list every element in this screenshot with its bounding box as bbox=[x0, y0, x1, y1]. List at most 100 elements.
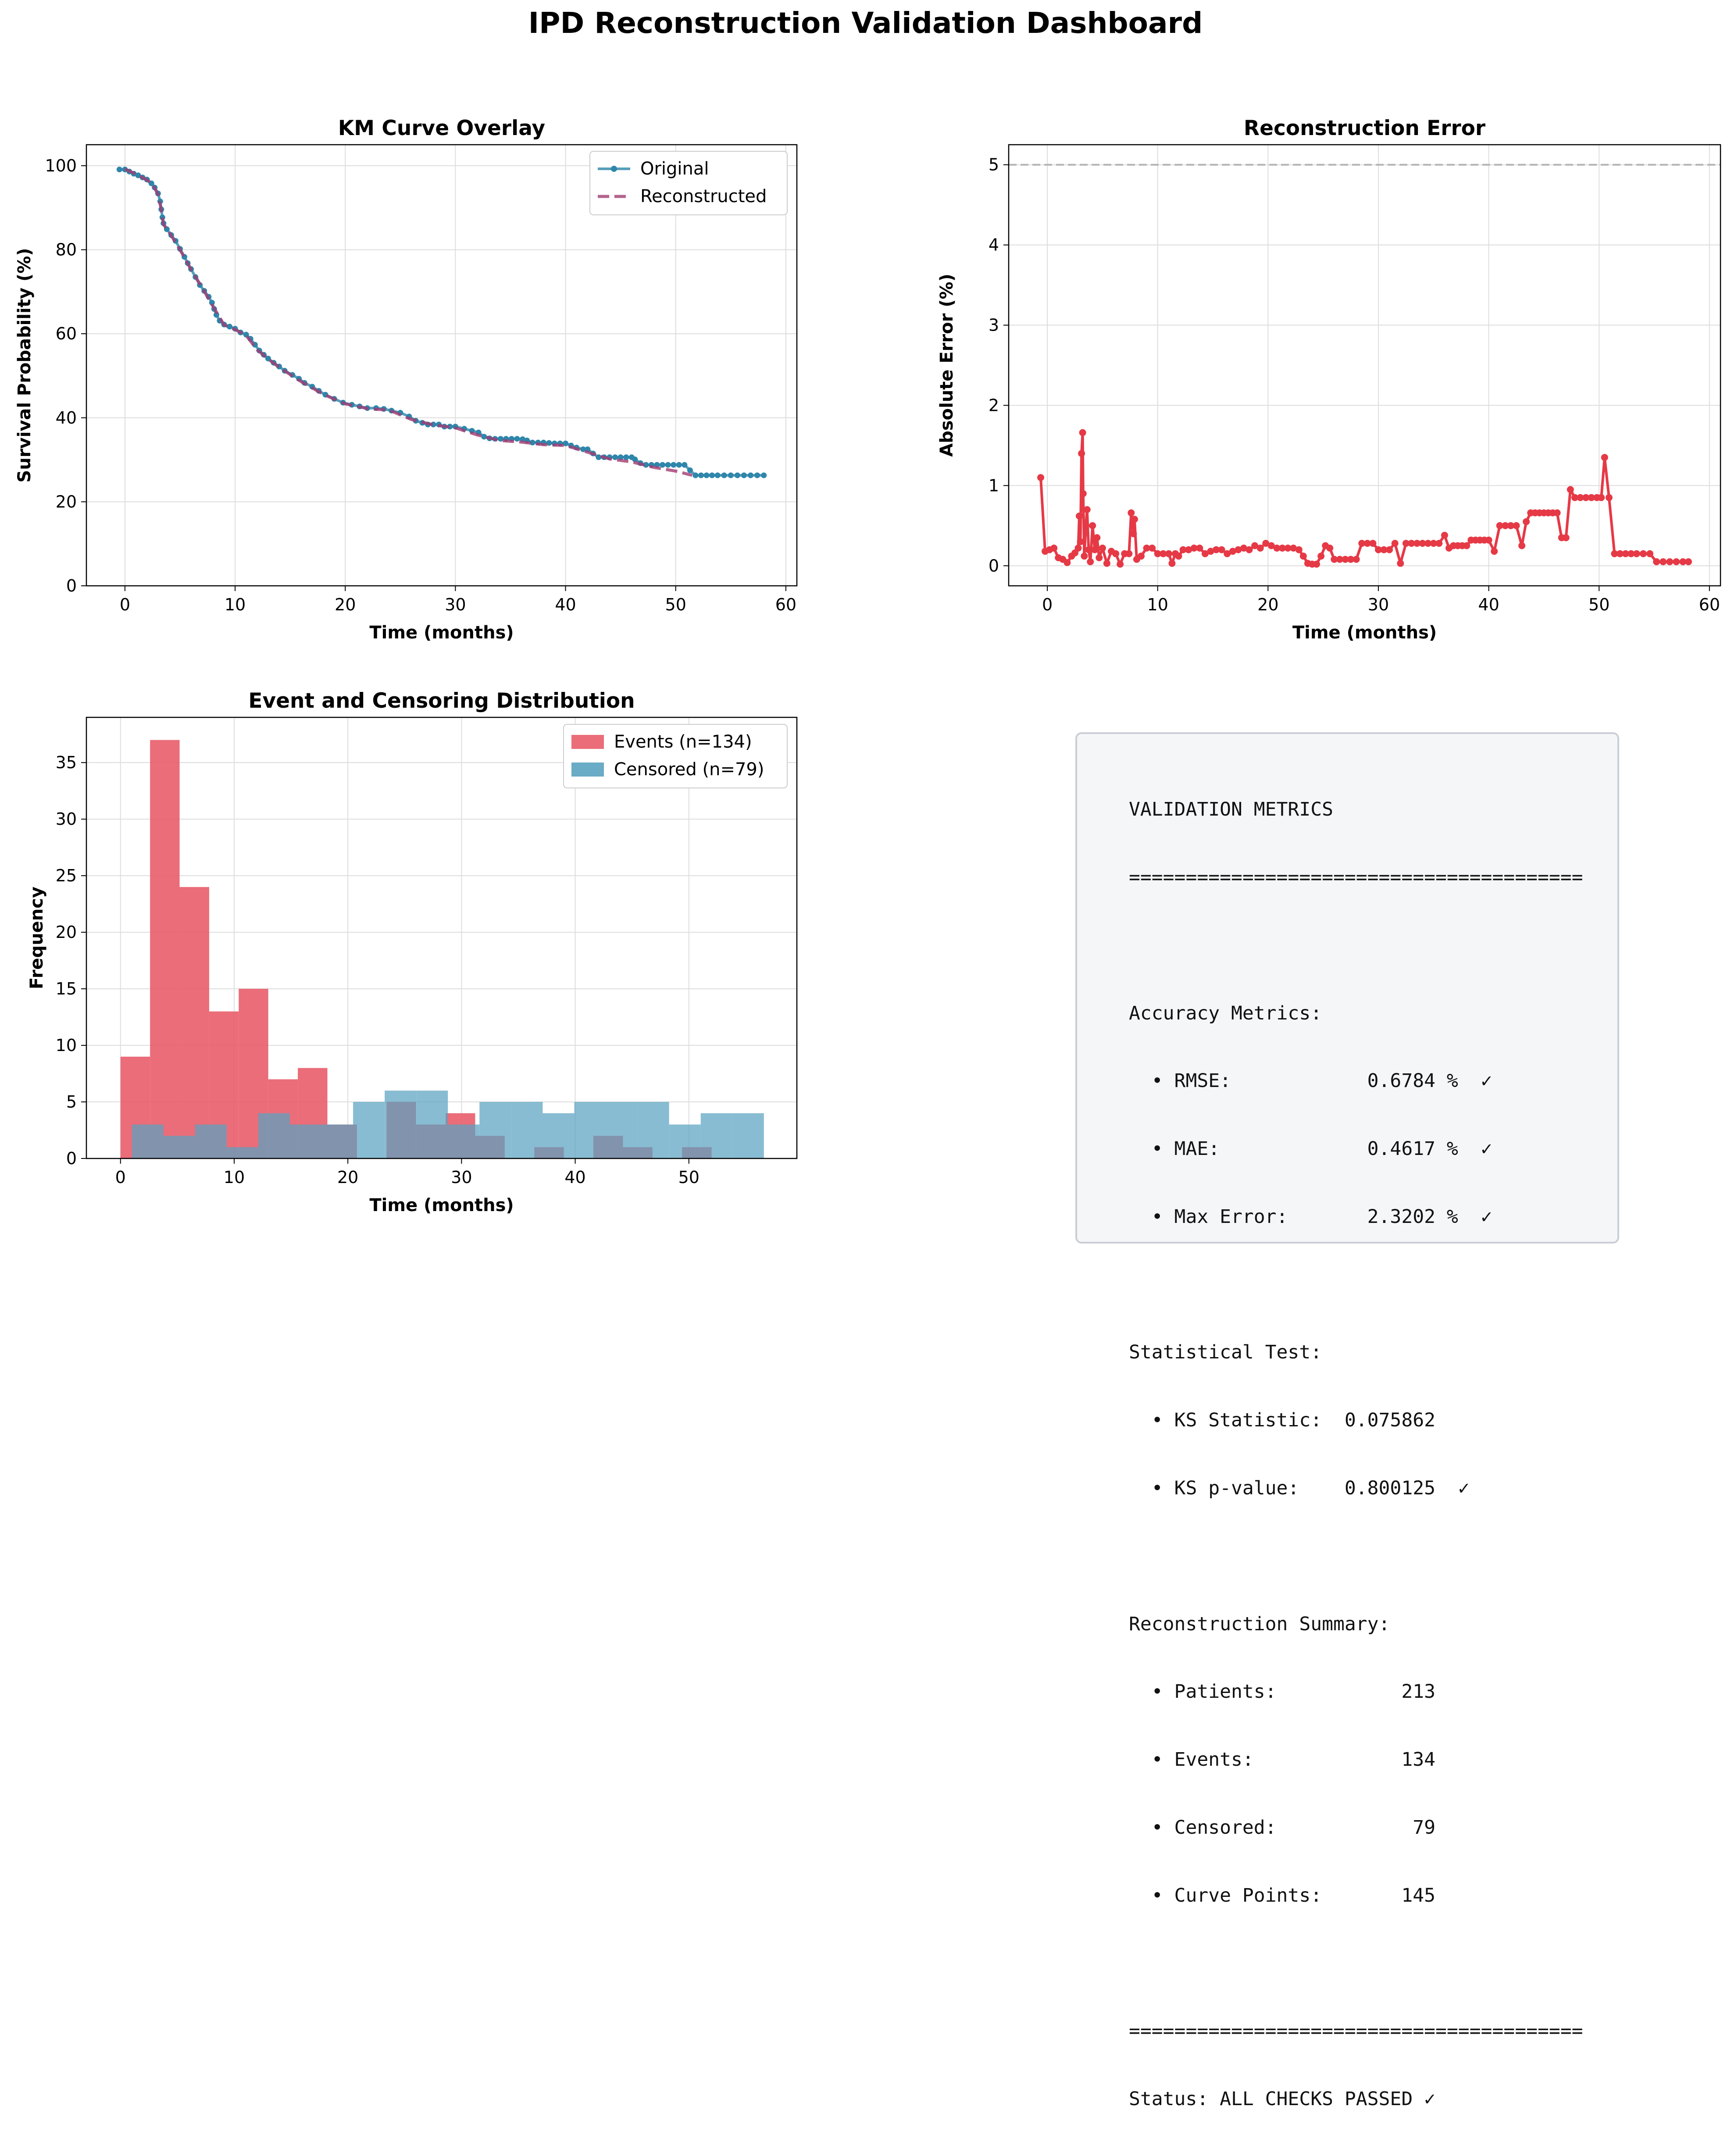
original-series-point bbox=[682, 462, 688, 468]
error-series-point bbox=[1577, 494, 1584, 501]
original-series-point bbox=[709, 472, 715, 478]
y-tick-label: 80 bbox=[56, 240, 77, 260]
error-series-point bbox=[1685, 558, 1692, 566]
error-series-point bbox=[1273, 545, 1281, 552]
error-series-point bbox=[1112, 550, 1120, 557]
error-series-point bbox=[1096, 554, 1103, 561]
x-tick-label: 10 bbox=[225, 595, 246, 614]
error-series-point bbox=[1463, 542, 1470, 549]
metrics-line: Statistical Test: bbox=[1129, 1341, 1322, 1364]
y-tick-label: 3 bbox=[989, 316, 999, 335]
error-series-point bbox=[1491, 548, 1498, 555]
metrics-line: Status: ALL CHECKS PASSED ✓ bbox=[1129, 2088, 1435, 2110]
metrics-line: ======================================== bbox=[1129, 866, 1583, 888]
error-series-point bbox=[1430, 540, 1437, 547]
error-series-points bbox=[1037, 429, 1692, 568]
error-series-point bbox=[1131, 516, 1138, 523]
error-series-point bbox=[1076, 512, 1083, 520]
error-series-point bbox=[1513, 522, 1520, 529]
censored-bar bbox=[542, 1113, 575, 1158]
metrics-line: VALIDATION METRICS bbox=[1129, 798, 1333, 821]
error-series-point bbox=[1079, 429, 1086, 436]
y-tick-label: 4 bbox=[989, 235, 999, 255]
x-tick-label: 20 bbox=[337, 1168, 358, 1187]
y-tick-label: 0 bbox=[66, 576, 77, 595]
original-series-point bbox=[761, 472, 767, 478]
y-tick-label: 5 bbox=[989, 155, 999, 175]
error-series-point bbox=[1424, 540, 1432, 547]
error-series-point bbox=[1336, 556, 1343, 563]
legend-frame bbox=[589, 151, 788, 215]
censored-bar bbox=[385, 1090, 417, 1158]
error-series-point bbox=[1213, 546, 1220, 553]
error-series-point bbox=[1262, 540, 1270, 547]
chart-title: Reconstruction Error bbox=[1244, 116, 1486, 140]
error-series-point bbox=[1363, 540, 1371, 547]
events-bar bbox=[150, 740, 180, 1158]
error-series-point bbox=[1290, 545, 1297, 552]
original-series-point bbox=[612, 454, 618, 460]
original-series-point bbox=[265, 356, 271, 362]
reconstruction-error-chart: 0 10 20 30 40 50 60 0 1 2 3 4 5 Reconstruction Error T… bbox=[937, 116, 1721, 643]
original-series-point bbox=[481, 434, 487, 440]
error-series-point bbox=[1413, 540, 1420, 547]
error-series-point bbox=[1218, 546, 1225, 553]
x-tick-label: 10 bbox=[1147, 595, 1168, 614]
error-series-point bbox=[1523, 518, 1530, 525]
plot-frame bbox=[86, 716, 798, 1159]
error-series-point bbox=[1165, 550, 1172, 557]
error-series-point bbox=[1402, 540, 1410, 547]
x-tick-label: 40 bbox=[1478, 595, 1499, 614]
event-censoring-histogram: 0 10 20 30 40 50 0 5 10 15 20 25 30 35 Event and Censo… bbox=[27, 689, 798, 1215]
y-tick-label: 20 bbox=[56, 492, 77, 511]
error-series-point bbox=[1267, 542, 1275, 549]
metrics-line: • RMSE: 0.6784 % ✓ bbox=[1129, 1070, 1492, 1092]
validation-dashboard: IPD Reconstruction Validation Dashboard … bbox=[14, 6, 1721, 2110]
tick-labels: 0 10 20 30 40 50 60 0 20 40 60 80 100 bbox=[45, 156, 796, 614]
error-series-point bbox=[1441, 531, 1448, 539]
error-series-point bbox=[1256, 545, 1264, 552]
original-series-point bbox=[617, 454, 624, 460]
y-tick-label: 30 bbox=[56, 809, 77, 829]
error-series-point bbox=[1160, 550, 1167, 557]
error-series-point bbox=[1103, 559, 1110, 567]
original-series-point bbox=[514, 436, 520, 442]
legend-label-events: Events (n=134) bbox=[614, 732, 752, 752]
metrics-line bbox=[1129, 934, 1583, 957]
error-series-point bbox=[1079, 490, 1087, 497]
error-series-point bbox=[1342, 556, 1349, 563]
error-series-point bbox=[1313, 560, 1320, 568]
censored-bar bbox=[289, 1124, 322, 1158]
error-series-point bbox=[1201, 550, 1209, 557]
original-series-point bbox=[703, 472, 710, 478]
dashboard-title: IPD Reconstruction Validation Dashboard bbox=[528, 6, 1203, 40]
legend-swatch-censored bbox=[571, 763, 604, 777]
error-series-point bbox=[1130, 530, 1137, 538]
error-series-point bbox=[1582, 494, 1589, 501]
x-tick-label: 40 bbox=[555, 595, 576, 614]
validation-metrics-text: VALIDATION METRICS =====================… bbox=[1129, 753, 1583, 2156]
y-tick-label: 60 bbox=[56, 324, 77, 343]
tick-labels: 0 10 20 30 40 50 60 0 1 2 3 4 5 bbox=[989, 155, 1720, 614]
error-series-point bbox=[1562, 534, 1570, 542]
error-series-point bbox=[1117, 560, 1124, 568]
error-series-point bbox=[1037, 474, 1044, 481]
error-series-point bbox=[1168, 559, 1176, 567]
original-series-point bbox=[687, 467, 693, 473]
censored-bar bbox=[321, 1124, 353, 1158]
y-tick-label: 10 bbox=[56, 1036, 77, 1055]
error-series-point bbox=[1331, 556, 1338, 563]
error-series-point bbox=[1380, 546, 1388, 553]
plot-frame bbox=[86, 144, 798, 587]
x-tick-label: 60 bbox=[1699, 595, 1720, 614]
original-series-point bbox=[632, 456, 638, 463]
error-series-point bbox=[1419, 540, 1426, 547]
metrics-line: • Curve Points: 145 bbox=[1129, 1884, 1435, 1907]
x-axis-label: Time (months) bbox=[1292, 623, 1437, 643]
error-series-point bbox=[1207, 548, 1214, 555]
error-series-point bbox=[1435, 540, 1443, 547]
x-tick-label: 10 bbox=[224, 1168, 245, 1187]
censored-bars bbox=[132, 1090, 764, 1158]
x-tick-label: 50 bbox=[678, 1168, 700, 1187]
y-tick-label: 5 bbox=[66, 1092, 77, 1112]
